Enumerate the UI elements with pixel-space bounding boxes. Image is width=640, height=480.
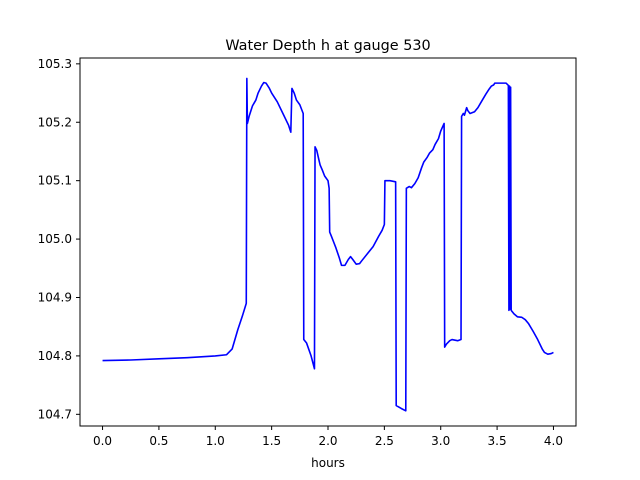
y-tick-label: 104.7 <box>38 407 72 421</box>
y-tick-label: 105.0 <box>38 232 72 246</box>
y-tick-label: 104.8 <box>38 349 72 363</box>
chart-title: Water Depth h at gauge 530 <box>225 38 430 54</box>
x-tick-label: 1.0 <box>206 434 225 448</box>
x-tick-label: 0.5 <box>149 434 168 448</box>
x-tick-label: 3.0 <box>431 434 450 448</box>
x-tick-label: 1.5 <box>262 434 281 448</box>
x-axis-label: hours <box>311 456 345 470</box>
y-axis: 104.7 104.8 104.9 105.0 105.1 105.2 105.3 <box>38 57 80 421</box>
y-tick-label: 105.2 <box>38 115 72 129</box>
y-tick-label: 104.9 <box>38 290 72 304</box>
x-tick-label: 4.0 <box>544 434 563 448</box>
x-tick-label: 2.5 <box>375 434 394 448</box>
x-tick-label: 3.5 <box>488 434 507 448</box>
x-axis: 0.0 0.5 1.0 1.5 2.0 2.5 3.0 3.5 4.0 <box>93 426 563 448</box>
series-layer <box>102 77 554 412</box>
x-tick-label: 2.0 <box>318 434 337 448</box>
y-tick-label: 105.1 <box>38 174 72 188</box>
y-tick-label: 105.3 <box>38 57 72 71</box>
x-tick-label: 0.0 <box>93 434 112 448</box>
series-line-0 <box>102 77 554 412</box>
